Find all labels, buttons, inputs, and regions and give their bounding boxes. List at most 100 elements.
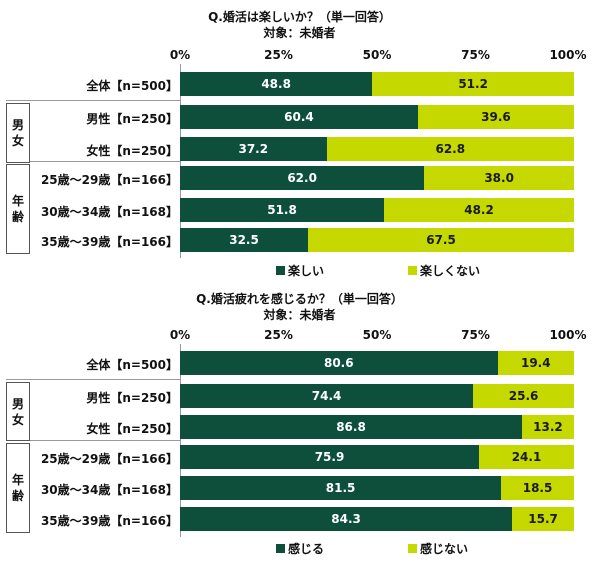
- bar-segment: 19.4: [497, 351, 574, 375]
- category-label: 女性【n=250】: [86, 144, 178, 158]
- data-label: 37.2: [238, 142, 269, 156]
- group-separator: [6, 379, 180, 380]
- bar-segment: 15.7: [512, 507, 574, 531]
- data-label: 67.5: [426, 233, 456, 247]
- chart-subtitle: 対象：未婚者: [263, 308, 336, 322]
- group-separator: [6, 440, 180, 441]
- legend-swatch: [276, 544, 285, 553]
- bar-segment: 13.2: [521, 415, 574, 439]
- bar-segment: 74.4: [180, 384, 474, 408]
- data-label: 15.7: [528, 512, 558, 526]
- chart-enjoy: Q.婚活は楽しいか？（単一回答） 対象：未婚者 0% 25% 50% 75% 100% 男女年…: [0, 0, 599, 280]
- group-separator: [6, 100, 180, 101]
- data-label: 51.2: [458, 77, 488, 91]
- category-label: 35歳～39歳【n=166】: [40, 235, 178, 249]
- x-tick-label: 100%: [549, 328, 587, 342]
- legend-label: 楽しい: [288, 264, 325, 278]
- category-label: 全体【n=500】: [86, 79, 178, 93]
- bar-segment: 75.9: [180, 445, 480, 469]
- data-label: 62.8: [435, 142, 466, 156]
- bar-segment: 62.0: [180, 166, 425, 190]
- data-label: 62.0: [287, 171, 317, 185]
- group-label-char: 女: [11, 134, 24, 148]
- legend-item: 感じない: [408, 540, 468, 557]
- category-label: 25歳～29歳【n=166】: [40, 452, 178, 466]
- group-label-char: 齢: [11, 210, 24, 224]
- group-label-char: 男: [11, 396, 24, 411]
- chart-title: Q.婚活は楽しいか？（単一回答）: [208, 10, 391, 24]
- chart-subtitle: 対象：未婚者: [263, 26, 336, 40]
- data-label: 84.3: [331, 512, 361, 526]
- bar-segment: 18.5: [501, 476, 574, 500]
- data-label: 81.5: [325, 481, 356, 495]
- bar-segment: 60.4: [180, 105, 418, 129]
- x-tick-label: 25%: [264, 48, 293, 62]
- x-tick-label: 50%: [362, 48, 392, 62]
- data-label: 48.2: [464, 203, 494, 217]
- bar-segment: 80.6: [180, 351, 498, 375]
- data-label: 38.0: [484, 171, 514, 185]
- legend-swatch: [408, 544, 417, 553]
- group-label-char: 女: [11, 412, 24, 427]
- bar-segment: 51.2: [372, 72, 574, 96]
- group-label-char: 年: [11, 194, 24, 208]
- bar-segment: 84.3: [180, 507, 513, 531]
- chart-fatigue: Q.婚活疲れを感じるか？（単一回答） 対象：未婚者 0% 25% 50% 75% 100% 男…: [0, 280, 599, 560]
- legend-swatch: [276, 266, 285, 275]
- x-tick-label: 0%: [169, 48, 191, 62]
- bar-segment: 48.2: [384, 198, 574, 222]
- data-label: 24.1: [511, 450, 542, 464]
- data-label: 60.4: [284, 110, 314, 124]
- x-tick-label: 25%: [264, 328, 293, 342]
- category-label: 男性【n=250】: [86, 391, 178, 405]
- category-label: 女性【n=250】: [86, 422, 178, 436]
- bar-segment: 38.0: [424, 166, 574, 190]
- legend-label: 感じない: [420, 542, 469, 556]
- category-label: 30歳～34歳【n=168】: [40, 205, 178, 219]
- chart-title: Q.婚活疲れを感じるか？（単一回答）: [196, 292, 403, 306]
- legend-swatch: [408, 266, 417, 275]
- group-label-age: 年齢: [6, 443, 30, 533]
- legend-label: 楽しくない: [420, 264, 481, 278]
- legend-label: 感じる: [288, 542, 325, 556]
- category-label: 男性【n=250】: [86, 112, 178, 126]
- bar-segment: 24.1: [479, 445, 574, 469]
- bar-segment: 39.6: [417, 105, 574, 129]
- bar-segment: 48.8: [180, 72, 373, 96]
- group-separator: [6, 161, 180, 162]
- data-label: 86.8: [336, 420, 366, 434]
- data-label: 32.5: [229, 233, 259, 247]
- bar-segment: 37.2: [180, 137, 327, 161]
- data-label: 18.5: [522, 481, 553, 495]
- data-label: 48.8: [261, 77, 291, 91]
- plot-axis: [180, 64, 575, 258]
- data-label: 39.6: [481, 110, 511, 124]
- group-label-gender: 男女: [6, 382, 30, 441]
- bar-segment: 62.8: [326, 137, 574, 161]
- data-label: 74.4: [311, 389, 342, 403]
- category-label: 25歳～29歳【n=166】: [40, 173, 178, 187]
- data-label: 19.4: [520, 356, 551, 370]
- data-label: 51.8: [267, 203, 297, 217]
- group-label-gender: 男女: [6, 103, 30, 163]
- data-label: 13.2: [533, 420, 563, 434]
- plot-axis: [180, 344, 575, 537]
- group-label-char: 男: [11, 118, 24, 132]
- bar-segment: 86.8: [180, 415, 522, 439]
- legend-item: 楽しい: [276, 262, 324, 279]
- category-label: 35歳～39歳【n=166】: [40, 514, 178, 528]
- data-label: 80.6: [323, 356, 354, 370]
- group-label-char: 年: [11, 473, 24, 487]
- bar-segment: 51.8: [180, 198, 385, 222]
- bar-segment: 32.5: [180, 228, 309, 252]
- bar-segment: 25.6: [473, 384, 574, 408]
- legend-item: 楽しくない: [408, 262, 480, 279]
- x-tick-label: 100%: [549, 48, 587, 62]
- group-label-age: 年齢: [6, 164, 30, 254]
- data-label: 75.9: [314, 450, 345, 464]
- group-label-char: 齢: [11, 489, 24, 503]
- bar-segment: 81.5: [180, 476, 502, 500]
- category-label: 30歳～34歳【n=168】: [40, 483, 178, 497]
- legend-item: 感じる: [276, 540, 324, 557]
- x-tick-label: 50%: [362, 328, 392, 342]
